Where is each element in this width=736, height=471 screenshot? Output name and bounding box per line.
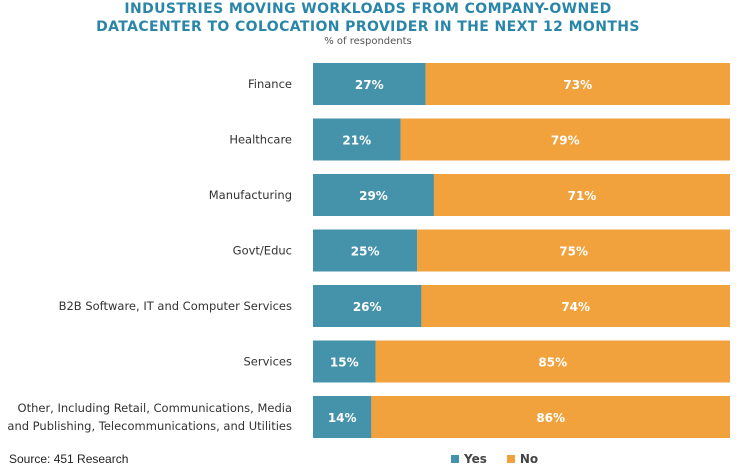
category-label-line: Services [244,355,293,369]
data-label-yes-2: 29% [359,189,388,203]
category-label-line: Manufacturing [209,188,292,202]
category-label-line: B2B Software, IT and Computer Services [59,299,292,313]
category-label-line: Govt/Educ [233,244,292,258]
bar-yes-1 [313,118,401,161]
data-label-no-1: 79% [551,134,580,148]
data-label-yes-5: 15% [330,356,359,370]
source-note: Source: 451 Research [9,452,129,466]
chart-title: INDUSTRIES MOVING WORKLOADS FROM COMPANY… [0,0,736,36]
bar-yes-0 [313,63,426,105]
bar-no-0 [425,63,730,105]
bar-yes-4 [313,285,422,327]
stacked-bar-chart: Finance 27% 73% Healthcare 21% 79% Manufacturi… [7,63,730,438]
data-label-no-2: 71% [568,189,597,203]
legend-swatch-no [506,455,515,463]
data-label-yes-3: 25% [351,245,380,259]
data-label-no-5: 85% [538,356,567,370]
data-label-yes-1: 21% [342,134,371,148]
data-label-no-6: 86% [536,411,565,425]
legend-item-no: No [506,452,539,466]
chart-legend: Yes No [451,452,538,466]
category-label: Healthcare [229,133,292,147]
bar-no-4 [421,285,730,327]
category-label-line: Other, Including Retail, Communications,… [18,401,292,415]
category-label: Finance [248,77,292,91]
category-label: Other, Including Retail, Communications,… [7,401,292,433]
category-label-line: and Publishing, Telecommunications, and … [7,419,292,433]
legend-label-no: No [519,452,539,466]
legend-label-yes: Yes [464,452,487,466]
data-label-yes-0: 27% [355,78,384,92]
bar-yes-3 [313,229,418,272]
category-label-line: Finance [248,77,292,91]
chart-title-line-1: INDUSTRIES MOVING WORKLOADS FROM COMPANY… [124,1,612,17]
bar-yes-6 [313,396,372,438]
category-label: Govt/Educ [233,244,292,258]
category-label: Services [244,355,293,369]
chart-subtitle: % of respondents [324,36,412,47]
category-label-line: Healthcare [229,133,292,147]
data-label-yes-6: 14% [328,411,357,425]
category-label: Manufacturing [209,188,292,202]
bar-no-2 [433,174,730,216]
data-label-no-0: 73% [563,78,592,92]
category-label: B2B Software, IT and Computer Services [59,299,292,313]
legend-item-yes: Yes [451,452,487,466]
bar-yes-5 [313,340,376,383]
data-label-no-4: 74% [561,300,590,314]
data-label-no-3: 75% [559,245,588,259]
bar-no-6 [371,396,730,438]
bar-no-3 [417,229,730,272]
legend-swatch-yes [451,455,459,463]
bar-no-1 [400,118,730,161]
data-label-yes-4: 26% [353,300,382,314]
bar-no-5 [375,340,730,383]
chart-title-line-2: DATACENTER TO COLOCATION PROVIDER IN THE… [96,19,640,35]
bar-yes-2 [313,174,434,216]
